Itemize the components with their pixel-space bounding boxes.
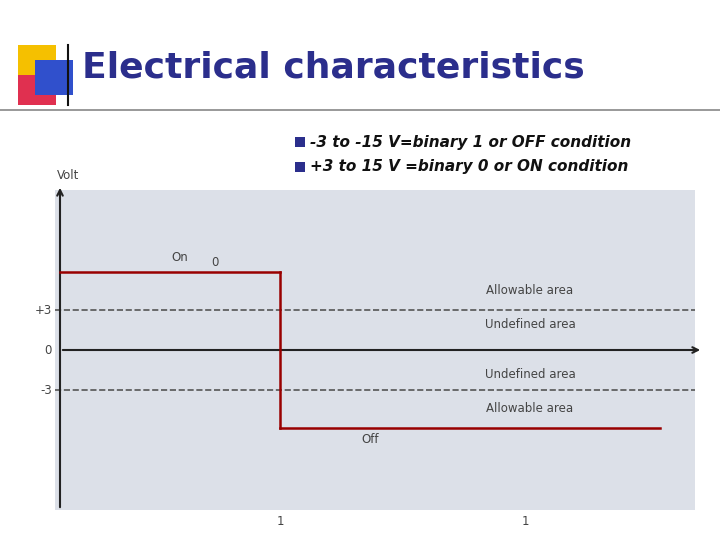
Text: +3: +3 — [35, 303, 52, 316]
Bar — [295, 162, 305, 172]
Text: Allowable area: Allowable area — [487, 402, 574, 415]
Bar — [18, 45, 56, 80]
Text: 0: 0 — [45, 343, 52, 356]
Bar — [295, 137, 305, 147]
Text: Undefined area: Undefined area — [485, 368, 575, 381]
Bar — [35, 60, 73, 95]
Text: -3 to -15 V=binary 1 or OFF condition: -3 to -15 V=binary 1 or OFF condition — [310, 134, 631, 150]
Text: 0: 0 — [211, 256, 219, 269]
Bar — [18, 75, 56, 105]
Text: Off: Off — [361, 433, 379, 446]
Text: -3: -3 — [40, 383, 52, 396]
Text: 1: 1 — [521, 515, 528, 528]
Text: +3 to 15 V =binary 0 or ON condition: +3 to 15 V =binary 0 or ON condition — [310, 159, 629, 174]
Text: On: On — [171, 251, 189, 264]
Text: Volt: Volt — [57, 169, 79, 182]
Text: Electrical characteristics: Electrical characteristics — [82, 51, 585, 85]
Text: Undefined area: Undefined area — [485, 319, 575, 332]
Bar — [55, 190, 695, 510]
Text: 1: 1 — [276, 515, 284, 528]
Text: Allowable area: Allowable area — [487, 285, 574, 298]
